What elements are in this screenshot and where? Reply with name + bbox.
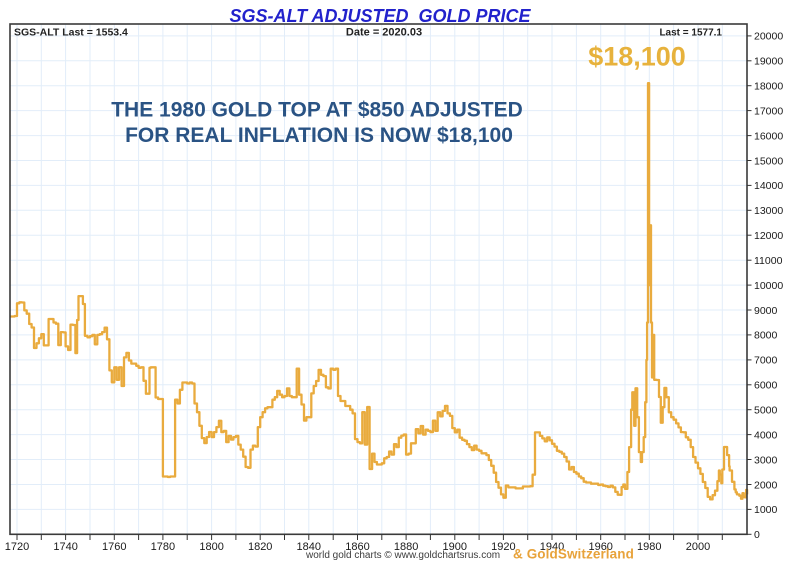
svg-text:1980: 1980 <box>637 541 661 553</box>
svg-text:1880: 1880 <box>394 541 418 553</box>
svg-text:Date = 2020.03: Date = 2020.03 <box>346 27 422 39</box>
svg-text:THE 1980 GOLD TOP AT $850 ADJU: THE 1980 GOLD TOP AT $850 ADJUSTED <box>111 99 523 122</box>
svg-text:SGS-ALT Last = 1553.4: SGS-ALT Last = 1553.4 <box>14 27 128 39</box>
svg-text:17000: 17000 <box>754 105 783 117</box>
svg-text:1820: 1820 <box>248 541 272 553</box>
svg-text:2000: 2000 <box>754 479 778 491</box>
svg-text:SGS-ALT ADJUSTED GOLD PRICE: SGS-ALT ADJUSTED GOLD PRICE <box>229 6 531 26</box>
svg-text:1860: 1860 <box>345 541 369 553</box>
svg-text:1720: 1720 <box>5 541 29 553</box>
svg-text:1960: 1960 <box>588 541 612 553</box>
svg-text:1840: 1840 <box>297 541 321 553</box>
svg-text:15000: 15000 <box>754 155 783 167</box>
svg-text:13000: 13000 <box>754 205 783 217</box>
svg-text:12000: 12000 <box>754 230 783 242</box>
svg-text:FOR REAL INFLATION IS NOW $18,: FOR REAL INFLATION IS NOW $18,100 <box>125 124 513 147</box>
svg-text:4000: 4000 <box>754 429 778 441</box>
svg-text:2000: 2000 <box>686 541 710 553</box>
svg-text:8000: 8000 <box>754 330 778 342</box>
svg-text:18000: 18000 <box>754 81 783 93</box>
svg-text:5000: 5000 <box>754 405 778 417</box>
svg-text:1940: 1940 <box>540 541 564 553</box>
svg-text:16000: 16000 <box>754 130 783 142</box>
svg-text:7000: 7000 <box>754 355 778 367</box>
svg-text:1000: 1000 <box>754 504 778 516</box>
svg-text:19000: 19000 <box>754 56 783 68</box>
svg-text:0: 0 <box>754 529 760 541</box>
svg-text:3000: 3000 <box>754 454 778 466</box>
svg-text:1920: 1920 <box>491 541 515 553</box>
svg-text:11000: 11000 <box>754 255 783 267</box>
svg-text:20000: 20000 <box>754 31 783 43</box>
svg-text:1900: 1900 <box>443 541 467 553</box>
svg-text:9000: 9000 <box>754 305 778 317</box>
svg-text:14000: 14000 <box>754 180 783 192</box>
svg-text:$18,100: $18,100 <box>588 42 686 72</box>
svg-text:Last = 1577.1: Last = 1577.1 <box>659 28 722 39</box>
svg-text:10000: 10000 <box>754 280 783 292</box>
svg-text:world gold charts © www.goldch: world gold charts © www.goldchartsrus.co… <box>305 550 500 561</box>
svg-text:1740: 1740 <box>53 541 77 553</box>
svg-text:1800: 1800 <box>199 541 223 553</box>
svg-text:& GoldSwitzerland: & GoldSwitzerland <box>513 547 634 562</box>
svg-text:1780: 1780 <box>151 541 175 553</box>
svg-text:6000: 6000 <box>754 380 778 392</box>
svg-text:1760: 1760 <box>102 541 126 553</box>
